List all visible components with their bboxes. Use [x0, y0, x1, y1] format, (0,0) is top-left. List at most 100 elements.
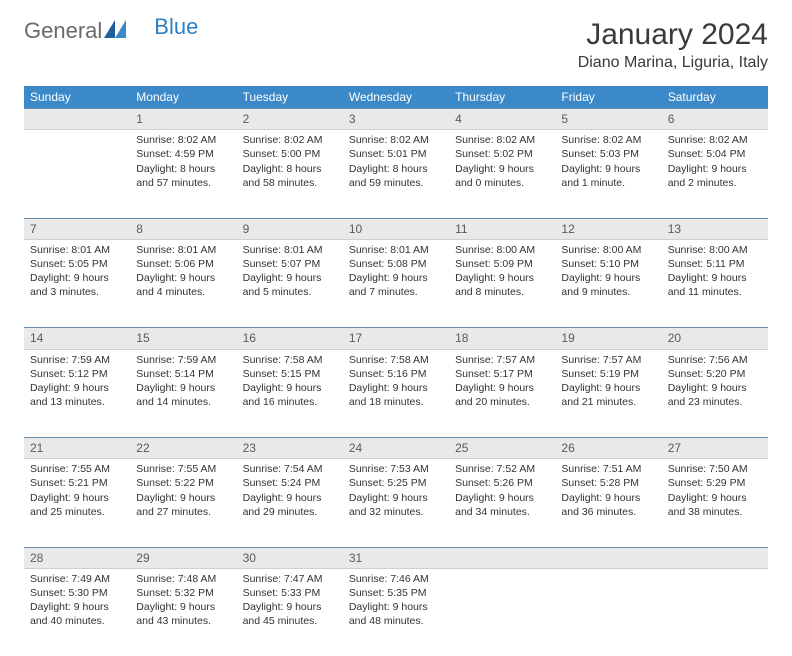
- sunset-line: Sunset: 5:08 PM: [349, 257, 443, 271]
- day-number: 8: [130, 218, 236, 239]
- day-number: 26: [555, 437, 661, 458]
- sunrise-line: Sunrise: 7:47 AM: [243, 572, 337, 586]
- sunrise-line: Sunrise: 7:54 AM: [243, 462, 337, 476]
- sunrise-line: Sunrise: 7:52 AM: [455, 462, 549, 476]
- sunrise-line: Sunrise: 7:46 AM: [349, 572, 443, 586]
- weekday-header: Saturday: [662, 86, 768, 108]
- day-number: 9: [237, 218, 343, 239]
- daynum-row: 78910111213: [24, 218, 768, 240]
- day-cell: Sunrise: 7:57 AMSunset: 5:19 PMDaylight:…: [555, 349, 661, 437]
- daylight-line: and 9 minutes.: [561, 285, 655, 299]
- daylight-line: Daylight: 9 hours: [30, 381, 124, 395]
- sunset-line: Sunset: 5:09 PM: [455, 257, 549, 271]
- sunset-line: Sunset: 5:11 PM: [668, 257, 762, 271]
- daylight-line: and 20 minutes.: [455, 395, 549, 409]
- day-cell: [449, 568, 555, 656]
- sunrise-line: Sunrise: 8:02 AM: [243, 133, 337, 147]
- daylight-line: Daylight: 9 hours: [561, 271, 655, 285]
- logo-mark-icon: [104, 18, 126, 44]
- daylight-line: and 45 minutes.: [243, 614, 337, 628]
- day-number: 23: [237, 437, 343, 458]
- day-number: [449, 547, 555, 568]
- sunset-line: Sunset: 4:59 PM: [136, 147, 230, 161]
- sunrise-line: Sunrise: 8:00 AM: [455, 243, 549, 257]
- day-number: 24: [343, 437, 449, 458]
- day-cell: Sunrise: 7:56 AMSunset: 5:20 PMDaylight:…: [662, 349, 768, 437]
- day-cell: Sunrise: 8:02 AMSunset: 5:04 PMDaylight:…: [662, 130, 768, 218]
- sunset-line: Sunset: 5:35 PM: [349, 586, 443, 600]
- day-number: 10: [343, 218, 449, 239]
- weekday-header: Tuesday: [237, 86, 343, 108]
- daylight-line: and 14 minutes.: [136, 395, 230, 409]
- day-number: 19: [555, 327, 661, 348]
- daylight-line: and 38 minutes.: [668, 505, 762, 519]
- daynum-row: 14151617181920: [24, 327, 768, 349]
- title-block: January 2024 Diano Marina, Liguria, Ital…: [578, 18, 768, 72]
- daylight-line: Daylight: 9 hours: [349, 271, 443, 285]
- day-number: 4: [449, 108, 555, 129]
- sunrise-line: Sunrise: 7:58 AM: [349, 353, 443, 367]
- daylight-line: Daylight: 9 hours: [136, 491, 230, 505]
- sunset-line: Sunset: 5:21 PM: [30, 476, 124, 490]
- sunset-line: Sunset: 5:25 PM: [349, 476, 443, 490]
- sunset-line: Sunset: 5:19 PM: [561, 367, 655, 381]
- daylight-line: and 2 minutes.: [668, 176, 762, 190]
- daylight-line: and 11 minutes.: [668, 285, 762, 299]
- daylight-line: Daylight: 9 hours: [561, 491, 655, 505]
- sunset-line: Sunset: 5:02 PM: [455, 147, 549, 161]
- daylight-line: Daylight: 9 hours: [243, 381, 337, 395]
- daylight-line: and 36 minutes.: [561, 505, 655, 519]
- day-cell: Sunrise: 8:01 AMSunset: 5:08 PMDaylight:…: [343, 239, 449, 327]
- day-cell: [555, 568, 661, 656]
- day-number: 17: [343, 327, 449, 348]
- day-number: 6: [662, 108, 768, 129]
- sunset-line: Sunset: 5:28 PM: [561, 476, 655, 490]
- daylight-line: Daylight: 9 hours: [668, 271, 762, 285]
- day-cell: Sunrise: 8:00 AMSunset: 5:11 PMDaylight:…: [662, 239, 768, 327]
- day-number: 25: [449, 437, 555, 458]
- day-number: 14: [24, 327, 130, 348]
- week-row: Sunrise: 8:01 AMSunset: 5:05 PMDaylight:…: [24, 239, 768, 327]
- daylight-line: Daylight: 9 hours: [30, 491, 124, 505]
- day-cell: Sunrise: 8:02 AMSunset: 5:00 PMDaylight:…: [237, 130, 343, 218]
- sunrise-line: Sunrise: 7:59 AM: [136, 353, 230, 367]
- sunrise-line: Sunrise: 8:02 AM: [561, 133, 655, 147]
- daynum-row: 123456: [24, 108, 768, 130]
- day-cell: Sunrise: 8:00 AMSunset: 5:10 PMDaylight:…: [555, 239, 661, 327]
- daylight-line: and 43 minutes.: [136, 614, 230, 628]
- day-number: 28: [24, 547, 130, 568]
- day-cell: Sunrise: 7:58 AMSunset: 5:16 PMDaylight:…: [343, 349, 449, 437]
- day-cell: Sunrise: 7:59 AMSunset: 5:14 PMDaylight:…: [130, 349, 236, 437]
- daylight-line: Daylight: 9 hours: [349, 600, 443, 614]
- sunset-line: Sunset: 5:15 PM: [243, 367, 337, 381]
- daylight-line: and 34 minutes.: [455, 505, 549, 519]
- daylight-line: and 29 minutes.: [243, 505, 337, 519]
- sunset-line: Sunset: 5:07 PM: [243, 257, 337, 271]
- daylight-line: and 23 minutes.: [668, 395, 762, 409]
- sunrise-line: Sunrise: 8:02 AM: [136, 133, 230, 147]
- daylight-line: Daylight: 9 hours: [668, 491, 762, 505]
- month-title: January 2024: [578, 18, 768, 52]
- day-cell: Sunrise: 7:54 AMSunset: 5:24 PMDaylight:…: [237, 459, 343, 547]
- sunrise-line: Sunrise: 8:01 AM: [136, 243, 230, 257]
- daylight-line: and 59 minutes.: [349, 176, 443, 190]
- sunrise-line: Sunrise: 7:57 AM: [455, 353, 549, 367]
- day-cell: Sunrise: 8:02 AMSunset: 5:01 PMDaylight:…: [343, 130, 449, 218]
- day-number: 18: [449, 327, 555, 348]
- day-cell: Sunrise: 7:50 AMSunset: 5:29 PMDaylight:…: [662, 459, 768, 547]
- day-number: 2: [237, 108, 343, 129]
- day-number: 27: [662, 437, 768, 458]
- header: General Blue January 2024 Diano Marina, …: [24, 18, 768, 72]
- sunrise-line: Sunrise: 8:02 AM: [349, 133, 443, 147]
- day-cell: Sunrise: 8:02 AMSunset: 5:03 PMDaylight:…: [555, 130, 661, 218]
- sunset-line: Sunset: 5:04 PM: [668, 147, 762, 161]
- day-cell: Sunrise: 7:53 AMSunset: 5:25 PMDaylight:…: [343, 459, 449, 547]
- day-cell: Sunrise: 7:51 AMSunset: 5:28 PMDaylight:…: [555, 459, 661, 547]
- sunset-line: Sunset: 5:22 PM: [136, 476, 230, 490]
- day-number: 22: [130, 437, 236, 458]
- daylight-line: and 13 minutes.: [30, 395, 124, 409]
- sunrise-line: Sunrise: 8:02 AM: [668, 133, 762, 147]
- sunset-line: Sunset: 5:12 PM: [30, 367, 124, 381]
- calendar-table: Sunday Monday Tuesday Wednesday Thursday…: [24, 86, 768, 656]
- weekday-header: Wednesday: [343, 86, 449, 108]
